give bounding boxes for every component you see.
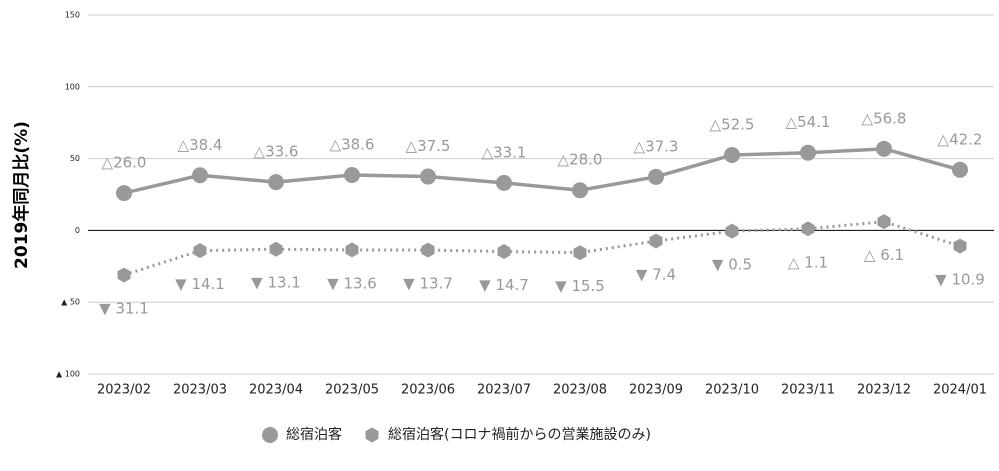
y-tick-label: 150 [65, 11, 80, 20]
value-label: △26.0 [102, 154, 147, 172]
value-label: ▼ 31.1 [99, 300, 149, 318]
value-label: △42.2 [938, 130, 983, 148]
value-label: △38.4 [178, 136, 223, 154]
series-line [123, 147, 961, 195]
data-point [801, 221, 815, 237]
data-point [724, 147, 740, 164]
data-point [876, 140, 892, 157]
value-label: ▼ 0.5 [712, 256, 752, 274]
data-point [649, 233, 663, 249]
value-label: ▼ 13.7 [403, 275, 453, 293]
value-label: △ 1.1 [788, 253, 828, 271]
value-label: ▼ 14.1 [175, 275, 225, 293]
data-point [192, 167, 208, 184]
x-tick-label: 2023/08 [553, 383, 607, 398]
data-point [421, 242, 435, 258]
y-axis-label: 2019年同月比(%) [11, 121, 32, 269]
data-point [117, 267, 131, 283]
x-tick-label: 2023/07 [477, 383, 531, 398]
series-line [123, 220, 961, 277]
legend-label: 総宿泊客(コロナ禍前からの営業施設のみ) [388, 426, 651, 443]
value-label: △33.6 [254, 143, 299, 161]
value-label: △33.1 [482, 143, 527, 161]
x-tick-label: 2024/01 [933, 383, 987, 398]
data-point [193, 243, 207, 259]
x-tick-label: 2023/09 [629, 383, 683, 398]
value-label: △38.6 [330, 135, 375, 153]
data-point [877, 214, 891, 230]
x-tick-label: 2023/04 [249, 383, 303, 398]
x-tick-label: 2023/02 [97, 383, 151, 398]
x-tick-label: 2023/03 [173, 383, 227, 398]
x-tick-label: 2023/05 [325, 383, 379, 398]
x-tick-label: 2023/10 [705, 383, 759, 398]
data-point [496, 174, 512, 191]
value-label: ▼ 14.7 [479, 276, 529, 294]
x-tick-label: 2023/11 [781, 383, 835, 398]
y-tick-label: 100 [65, 82, 80, 91]
value-label: ▼ 15.5 [555, 277, 605, 295]
value-label: △28.0 [558, 151, 603, 169]
data-point [268, 174, 284, 191]
data-point [725, 223, 739, 239]
value-label: ▼ 10.9 [935, 271, 985, 289]
data-point [269, 241, 283, 257]
data-point [344, 166, 360, 183]
y-tick-label: 50 [70, 154, 80, 163]
data-point [952, 161, 968, 178]
x-tick-label: 2023/06 [401, 383, 455, 398]
value-label: △54.1 [786, 113, 831, 131]
data-point [497, 244, 511, 259]
data-point [800, 144, 816, 161]
value-label: ▼ 7.4 [636, 266, 676, 284]
value-label: △56.8 [862, 109, 907, 127]
legend-label: 総宿泊客 [286, 426, 342, 443]
data-point [953, 238, 967, 254]
y-tick-label: ▲ 100 [56, 370, 80, 379]
data-point [572, 182, 588, 199]
x-tick-label: 2023/12 [857, 383, 911, 398]
data-point [648, 168, 664, 185]
data-point [116, 185, 132, 202]
value-label: ▼ 13.6 [327, 274, 377, 292]
value-label: △37.5 [406, 137, 451, 155]
data-point [573, 245, 587, 261]
value-label: △ 6.1 [864, 246, 904, 264]
legend-marker [365, 427, 379, 443]
data-point [345, 242, 359, 258]
y-tick-label: 0 [75, 226, 80, 235]
data-point [420, 168, 436, 185]
y-tick-label: ▲ 50 [61, 298, 80, 307]
value-label: △37.3 [634, 137, 679, 155]
value-label: ▼ 13.1 [251, 274, 301, 292]
value-label: △52.5 [710, 116, 755, 134]
legend-marker [262, 427, 278, 443]
